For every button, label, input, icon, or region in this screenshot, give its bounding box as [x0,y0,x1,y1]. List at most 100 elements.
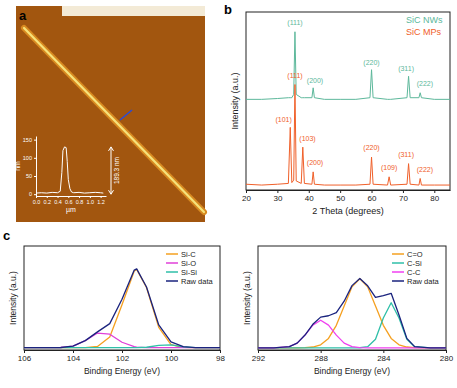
legend-label: Raw data [181,277,214,286]
x-tick-label: 280 [440,354,454,363]
nanowire [24,28,204,212]
x-tick-label: 106 [18,354,32,363]
series-line [258,278,446,347]
series-line [258,303,446,348]
x-tick-mark [246,190,247,193]
x-axis: 106 104 102 100 98 [18,350,226,363]
x-tick: 100 [165,350,179,363]
legend: Si-CSi-OSi-SiRaw data [166,250,214,286]
peak-label: (101) [275,116,291,124]
x-tick: 0.0 [33,196,41,205]
y-tick-label: 150 [23,137,32,143]
y-tick-label: 100 [23,155,32,161]
legend-label: C-Si [407,259,422,268]
y-axis: 050100150 [23,137,37,198]
peak-label: (109) [381,164,397,172]
legend: C=OC-SiC-CRaw data [392,250,440,286]
peak-label: (111) [287,72,302,80]
series-line [36,147,103,193]
series-line [24,269,220,347]
profile-cut [120,110,132,120]
x-axis: 292 288 284 280 [252,350,454,363]
plot-area [258,278,446,347]
x-tick-mark [58,196,59,198]
peak-label: (111) [287,19,302,27]
x-tick-label: 104 [67,354,81,363]
panel-label: c [3,228,10,243]
x-tick: 102 [116,350,130,363]
legend-label: SiC NWs [406,15,443,25]
x-tick-mark [90,196,91,198]
x-tick-mark [171,350,172,353]
afm-edge [62,6,205,16]
x-tick: 284 [377,350,391,363]
peak-label: (103) [299,135,315,143]
annotation-arrow [111,147,112,194]
x-tick: 0.8 [76,196,84,205]
legend-item: SiC MPs [406,27,442,37]
x-tick: 20 [242,190,251,203]
legend-swatch [392,271,404,273]
x-tick-label: 0.8 [76,199,84,205]
series-line [24,333,220,348]
legend-swatch [392,253,404,255]
plot-frame [246,12,450,190]
legend-label: Si-Si [181,268,197,277]
x-tick-label: 0.6 [65,199,73,205]
x-tick-label: 288 [314,354,328,363]
x-tick: 104 [67,350,81,363]
x-axis-title: µm [66,206,76,214]
legend-label: C-C [407,268,421,277]
x-tick-mark [321,350,322,353]
x-tick-mark [220,350,221,353]
y-tick: 100 [23,155,36,161]
x-tick-label: 70 [399,194,408,203]
x-tick-mark [68,196,69,198]
x-tick-label: 30 [273,194,282,203]
x-tick-mark [258,350,259,353]
panel: 292 288 284 280 Binding Energy (eV) Intensity… [242,246,454,376]
legend-item: SiC NWs [406,15,443,25]
x-tick: 60 [368,190,377,203]
x-tick-label: 100 [165,354,179,363]
x-tick: 98 [216,350,225,363]
x-tick: 292 [252,350,266,363]
x-tick: 70 [399,190,408,203]
x-axis-title: Binding Energy (eV) [314,366,390,376]
y-tick-label: 50 [26,173,32,179]
panel-label: a [19,8,27,23]
x-tick-label: 0.2 [43,199,51,205]
plot-area [24,269,220,348]
afm-background [16,6,205,222]
x-axis: 20304050607080 [242,190,450,203]
x-tick: 280 [440,350,454,363]
legend-item: C-Si [392,259,422,268]
peak-label: (200) [307,77,323,85]
legend-label: Raw data [407,277,440,286]
x-tick-mark [122,350,123,353]
legend-item: Raw data [166,277,214,286]
legend-item: C=O [392,250,423,259]
x-tick-label: 20 [242,194,251,203]
legend-label: SiC MPs [406,27,442,37]
x-tick: 0.4 [54,196,62,205]
series-line [258,320,446,348]
x-tick-mark [340,190,341,193]
annotations: (111)(200)(220)(311)(222)(101)(111)(103)… [275,19,433,174]
x-axis: 0.00.20.40.60.81.01.2 [33,196,107,205]
height-label: 189.3 nm [113,157,120,184]
x-tick-label: 80 [430,194,439,203]
x-tick-mark [434,190,435,193]
x-tick-label: 0.0 [33,199,41,205]
x-tick: 106 [18,350,32,363]
legend-swatch [166,271,178,273]
y-axis-title: Intensity (a.u.) [242,271,252,325]
x-tick-label: 102 [116,354,130,363]
x-tick-label: 50 [336,194,345,203]
figure: 0.00.20.40.60.81.01.2050100150µmnma189.3… [0,0,457,388]
peak-label: (222) [417,80,433,88]
legend-item: C-C [392,268,421,277]
panel: 0.00.20.40.60.81.01.2050100150µmnma189.3… [14,8,120,214]
x-tick-label: 292 [252,354,266,363]
legend-item: Si-C [166,250,196,259]
